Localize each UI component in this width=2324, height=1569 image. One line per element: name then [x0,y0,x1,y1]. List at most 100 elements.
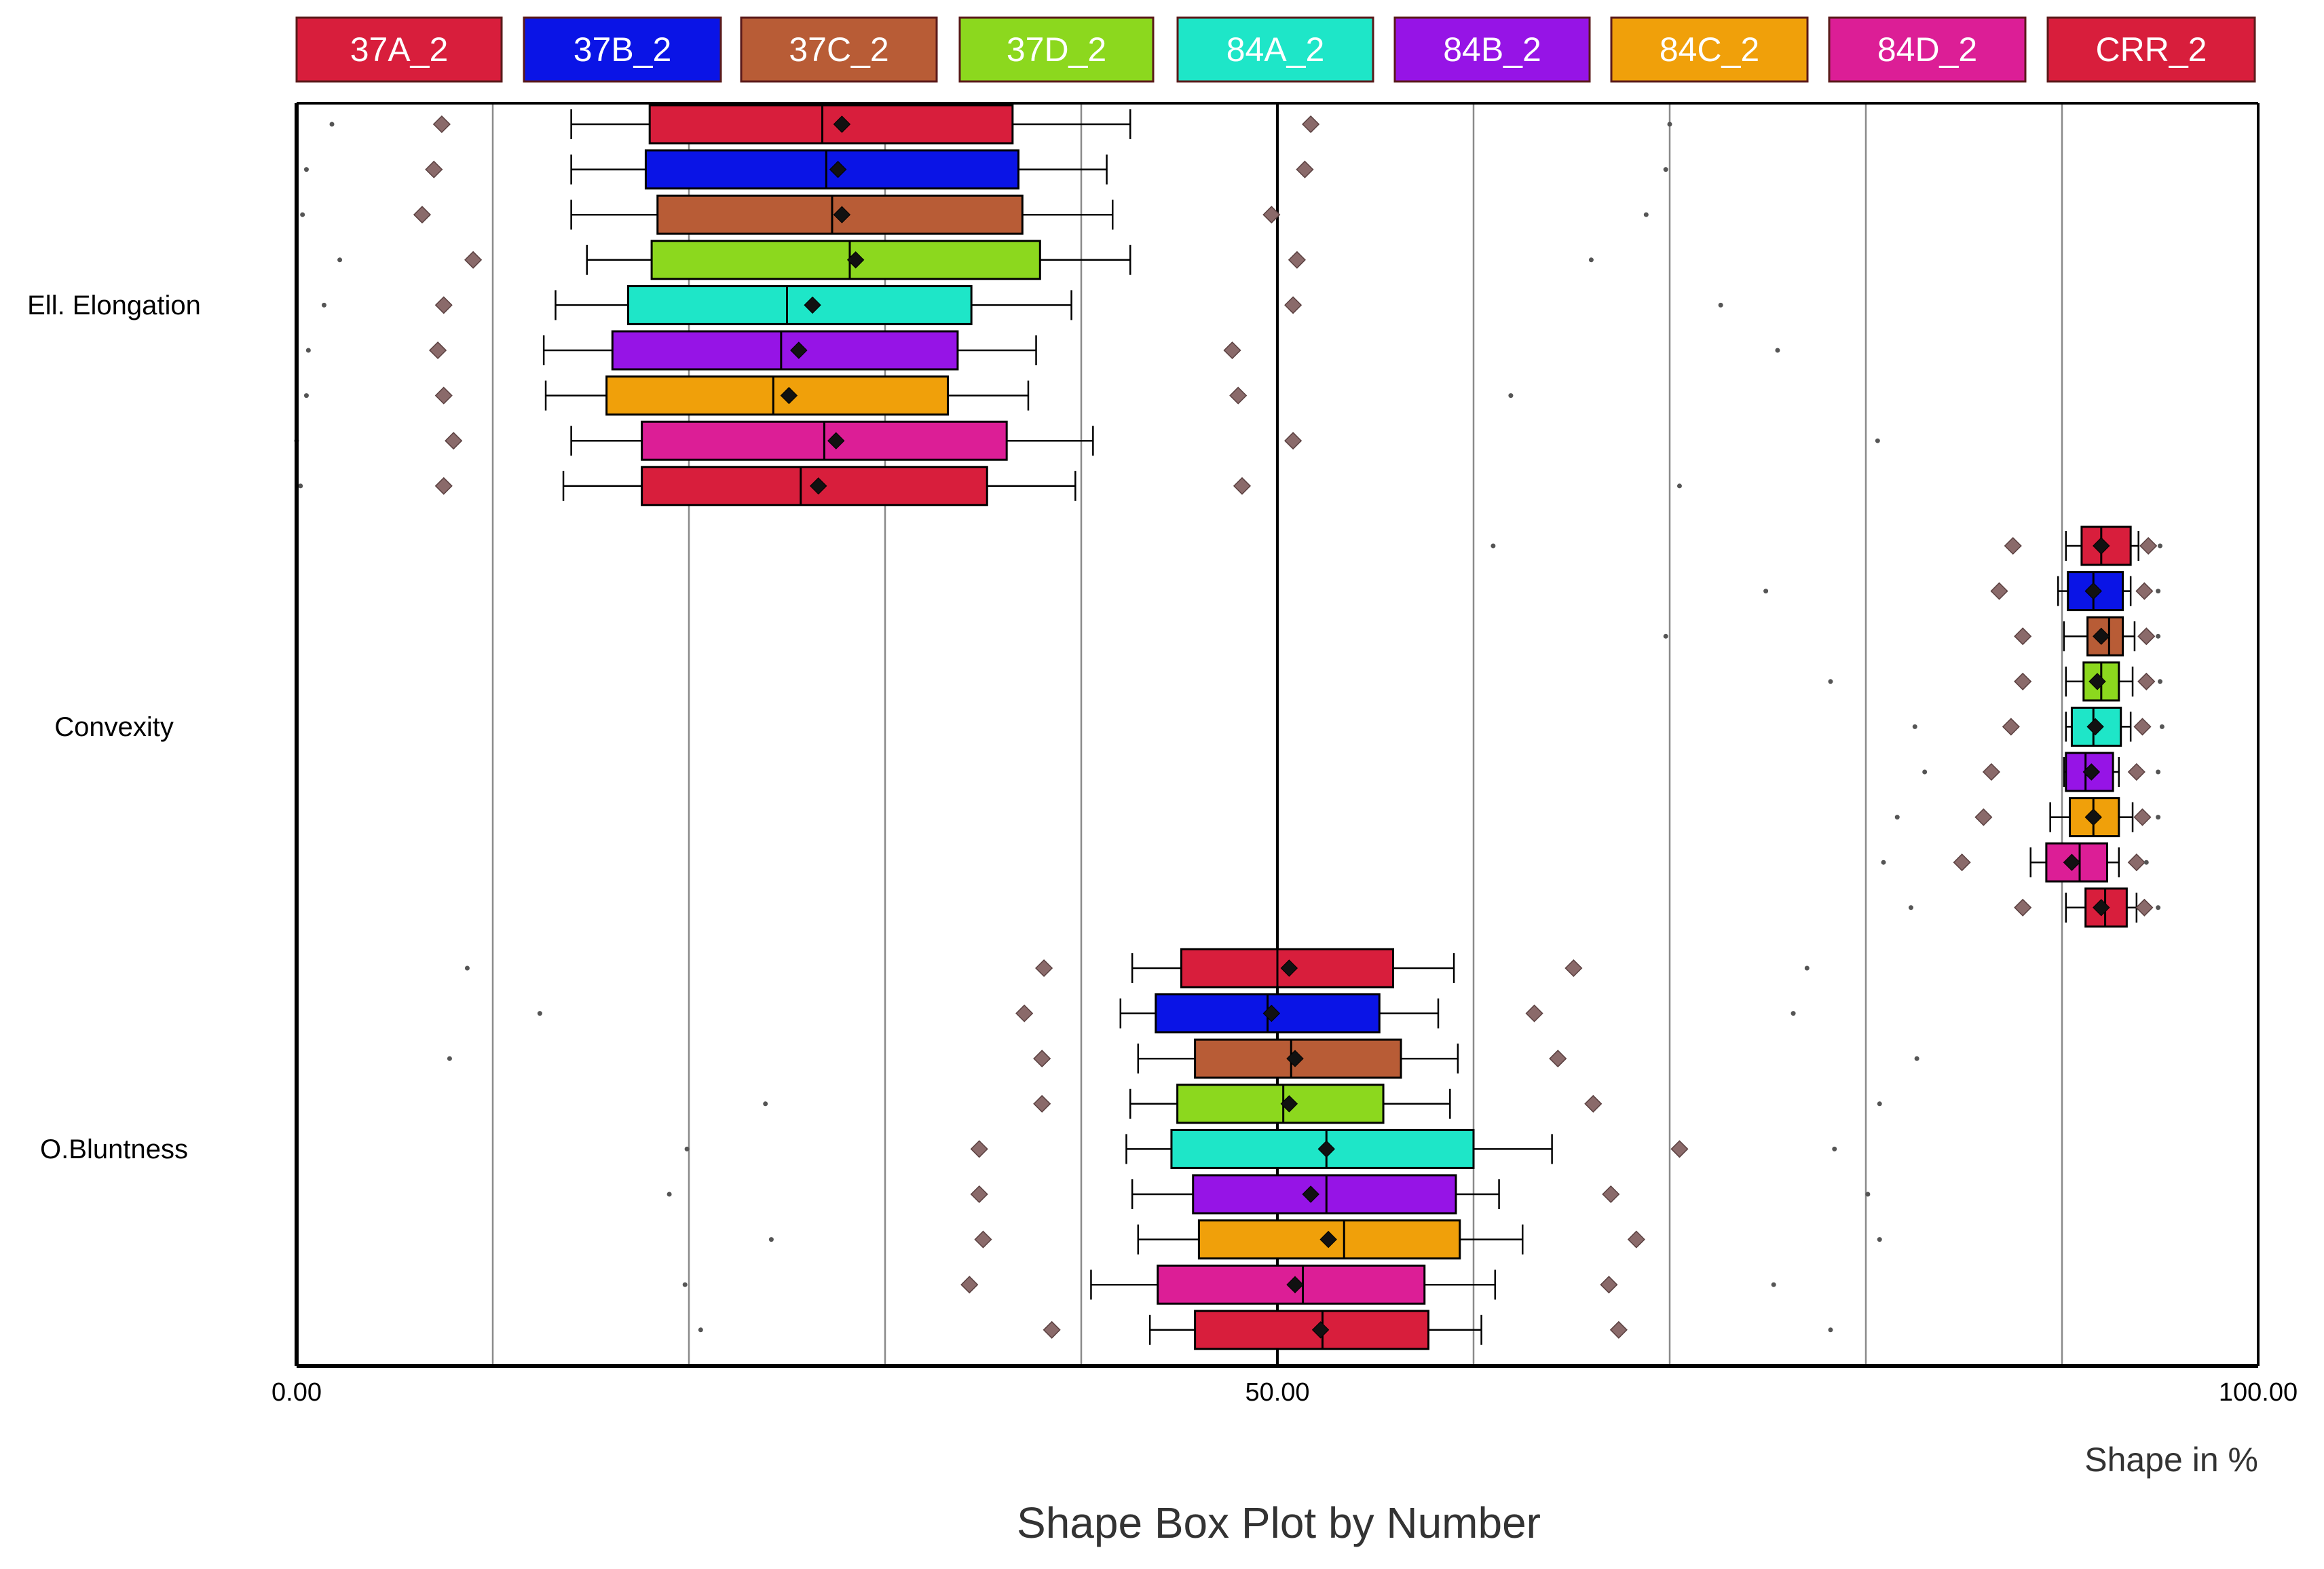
percentile-marker-p95 [2133,808,2152,826]
box-84c-2 [768,1219,1882,1260]
extreme-dot [2156,633,2161,639]
legend-label: 84D_2 [1877,31,1977,69]
mean-marker [810,477,827,495]
percentile-marker-p5 [434,296,453,314]
box-crr-2 [698,1310,1833,1350]
legend-swatch [295,16,503,83]
percentile-marker-p5 [434,386,453,405]
extreme-dot [1491,543,1496,549]
mean-marker [1286,1050,1304,1067]
percentile-marker-p5 [2014,672,2032,690]
extreme-dot [1663,633,1668,639]
box-37c-2 [447,1038,1919,1079]
mean-marker [1302,1185,1319,1203]
mean-marker [2084,582,2102,600]
extreme-dot [1877,1101,1882,1107]
box-37a-2 [1491,525,2162,566]
extreme-dot [1771,1282,1776,1287]
extreme-dot [303,167,309,172]
extreme-dot [2156,589,2161,594]
percentile-marker-p5 [434,477,453,495]
box-crr-2 [298,466,1682,506]
box-84a-2 [321,284,1723,325]
mean-marker [833,206,851,223]
box-84c-2 [303,375,1514,416]
extreme-dot [303,393,309,399]
category-group-o-bluntness [447,948,1919,1350]
mean-marker [804,296,821,314]
percentile-marker-p95 [1262,206,1281,224]
percentile-marker-p95 [1233,477,1252,495]
percentile-marker-p95 [1525,1004,1543,1022]
percentile-marker-p95 [1284,296,1302,314]
percentile-marker-p95 [1564,959,1583,978]
extreme-dot [298,483,303,489]
percentile-marker-p5 [970,1185,988,1204]
legend-label: 37A_2 [350,31,449,69]
extreme-dot [305,348,311,353]
percentile-marker-p5 [1015,1004,1034,1022]
extreme-dot [1908,905,1913,910]
percentile-marker-p95 [1584,1094,1603,1113]
legend-item-84a-2: 84A_2 [1176,16,1374,83]
percentile-marker-p5 [1033,1094,1051,1113]
percentile-marker-p5 [1033,1050,1051,1068]
extreme-dot [1763,589,1769,594]
mean-marker [1280,1095,1298,1113]
box-37d-2 [1828,661,2162,702]
extreme-dot [1832,1146,1837,1151]
legend-item-84b-2: 84B_2 [1393,16,1591,83]
mean-marker [780,386,798,405]
percentile-marker-p5 [960,1276,979,1294]
mean-marker [2088,673,2106,690]
percentile-marker-p95 [1302,115,1320,134]
extreme-dot [1508,393,1514,399]
extreme-dot [300,212,305,217]
box-84d-2 [1881,842,2149,883]
extreme-dot [2143,860,2149,865]
category-group-convexity [1491,525,2164,928]
legend-label: 37C_2 [789,31,888,69]
extreme-dot [1865,1192,1871,1197]
extreme-dot [337,257,343,263]
percentile-marker-p95 [1600,1276,1618,1294]
legend-label: 84B_2 [1443,31,1541,69]
extreme-dot [1667,122,1672,127]
percentile-marker-p95 [2135,898,2154,917]
percentile-marker-p95 [1229,386,1248,405]
extreme-dot [1791,1011,1796,1016]
extreme-dot [2156,815,2161,820]
legend-swatch [523,16,722,83]
percentile-marker-p95 [1223,341,1241,360]
legend-swatch [1610,16,1809,83]
box-body [1176,1084,1385,1124]
box-84b-2 [667,1174,1871,1215]
mean-marker [833,115,851,133]
mean-marker [2093,537,2110,555]
chart-title: Shape Box Plot by Number [1017,1498,1541,1547]
percentile-marker-p95 [2135,582,2154,600]
extreme-dot [1875,438,1880,443]
extreme-dot [1588,257,1594,263]
extreme-dot [1881,860,1886,865]
mean-marker [2084,808,2102,826]
percentile-marker-p95 [1602,1185,1620,1204]
percentile-marker-p5 [974,1230,992,1249]
box-body [1194,1310,1430,1350]
mean-marker [2086,718,2104,736]
mean-marker [2063,853,2081,871]
box-body [650,240,1041,280]
percentile-marker-p95 [1670,1140,1689,1158]
mean-marker [1286,1276,1304,1293]
axes: 0.00 50.00 100.00 Ell. Elongation Convexity O… [27,291,2298,1407]
legend-item-37c-2: 37C_2 [740,16,938,83]
mean-marker [1280,959,1298,977]
percentile-marker-p5 [1953,853,1971,872]
box-body [605,375,949,416]
percentile-marker-p95 [2127,853,2145,872]
mean-marker [1319,1230,1337,1249]
extreme-dot [1663,167,1668,172]
legend-swatch [1393,16,1591,83]
legend-item-37a-2: 37A_2 [295,16,503,83]
